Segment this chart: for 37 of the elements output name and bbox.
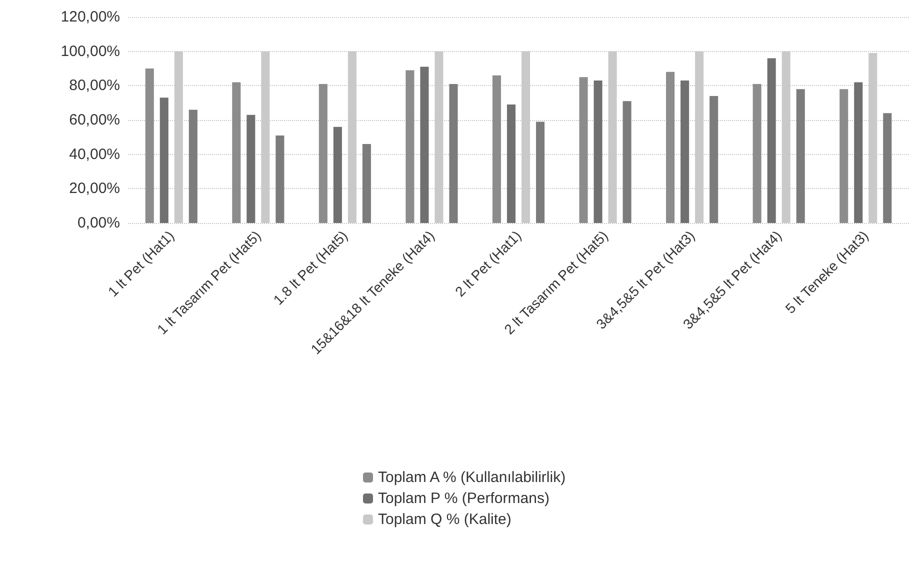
y-tick-label: 0,00%	[77, 214, 120, 232]
y-tick-label: 80,00%	[69, 77, 120, 94]
bar	[160, 98, 168, 223]
bar	[362, 144, 371, 223]
bar	[188, 110, 198, 223]
bar	[246, 114, 256, 223]
bar	[840, 89, 848, 223]
bar	[752, 84, 762, 223]
bar	[622, 101, 632, 223]
y-tick-label: 60,00%	[69, 112, 120, 128]
legend-label: Toplam P % (Performans)	[378, 490, 550, 507]
bar	[492, 75, 501, 223]
legend-label: Toplam A % (Kullanılabilirlik)	[378, 469, 566, 486]
bar	[579, 77, 588, 223]
bar	[276, 135, 284, 223]
y-tick-label: 40,00%	[69, 146, 120, 163]
bar	[318, 84, 328, 223]
y-tick-label: 120,00%	[60, 8, 120, 26]
y-tick-label: 100,00%	[60, 42, 120, 60]
bar	[536, 122, 545, 223]
bar	[232, 82, 241, 223]
bar	[680, 80, 690, 223]
bar	[666, 72, 675, 223]
bar	[449, 84, 458, 223]
bar	[710, 96, 718, 223]
bar	[145, 68, 154, 223]
bar	[594, 80, 602, 223]
y-tick-label: 20,00%	[69, 180, 120, 198]
bar	[506, 104, 516, 223]
bar	[796, 89, 805, 223]
bar	[854, 82, 863, 223]
bar	[333, 126, 342, 223]
bar	[406, 70, 414, 223]
legend-label: Toplam Q % (Kalite)	[378, 511, 512, 528]
bar	[883, 113, 892, 223]
bar	[420, 66, 429, 223]
bar	[767, 58, 776, 223]
